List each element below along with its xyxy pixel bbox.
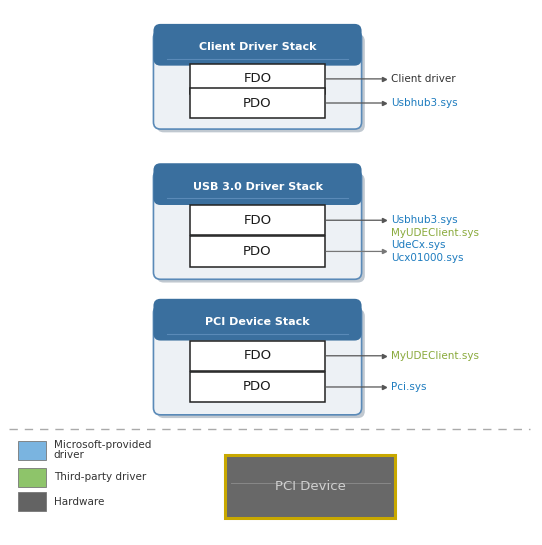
- Bar: [225, 455, 395, 518]
- FancyBboxPatch shape: [190, 88, 325, 118]
- Text: Client Driver Stack: Client Driver Stack: [199, 43, 317, 52]
- FancyBboxPatch shape: [157, 309, 365, 418]
- FancyBboxPatch shape: [153, 306, 362, 415]
- Text: Usbhub3.sys: Usbhub3.sys: [391, 215, 457, 225]
- Text: PCI Device: PCI Device: [275, 480, 346, 493]
- Bar: [161, 51, 354, 59]
- Text: driver: driver: [54, 451, 85, 461]
- FancyBboxPatch shape: [153, 24, 362, 65]
- Bar: [17, 468, 46, 487]
- FancyBboxPatch shape: [190, 205, 325, 235]
- Text: FDO: FDO: [243, 349, 272, 362]
- Text: PDO: PDO: [243, 380, 272, 393]
- Text: PCI Device Stack: PCI Device Stack: [205, 317, 310, 327]
- Text: MyUDEClient.sys: MyUDEClient.sys: [391, 228, 479, 238]
- Text: MyUDEClient.sys: MyUDEClient.sys: [391, 351, 479, 361]
- Text: Client driver: Client driver: [391, 74, 455, 84]
- FancyBboxPatch shape: [190, 64, 325, 94]
- Text: Usbhub3.sys: Usbhub3.sys: [391, 98, 457, 108]
- FancyBboxPatch shape: [153, 170, 362, 279]
- Text: FDO: FDO: [243, 214, 272, 227]
- FancyBboxPatch shape: [153, 299, 362, 341]
- FancyBboxPatch shape: [190, 341, 325, 371]
- FancyBboxPatch shape: [190, 236, 325, 267]
- Text: USB 3.0 Driver Stack: USB 3.0 Driver Stack: [192, 181, 322, 192]
- Bar: [161, 326, 354, 334]
- Text: PDO: PDO: [243, 245, 272, 258]
- Text: FDO: FDO: [243, 72, 272, 86]
- Text: Third-party driver: Third-party driver: [54, 472, 146, 482]
- Text: Microsoft-provided: Microsoft-provided: [54, 440, 151, 450]
- FancyBboxPatch shape: [157, 173, 365, 282]
- FancyBboxPatch shape: [153, 164, 362, 205]
- FancyBboxPatch shape: [153, 31, 362, 129]
- Text: Hardware: Hardware: [54, 496, 104, 507]
- FancyBboxPatch shape: [157, 34, 365, 132]
- Text: PDO: PDO: [243, 96, 272, 110]
- FancyBboxPatch shape: [190, 372, 325, 402]
- Bar: [17, 492, 46, 511]
- Text: Ucx01000.sys: Ucx01000.sys: [391, 253, 463, 263]
- Text: UdeCx.sys: UdeCx.sys: [391, 240, 445, 250]
- Bar: [17, 440, 46, 459]
- Text: Pci.sys: Pci.sys: [391, 382, 426, 392]
- Bar: [161, 191, 354, 198]
